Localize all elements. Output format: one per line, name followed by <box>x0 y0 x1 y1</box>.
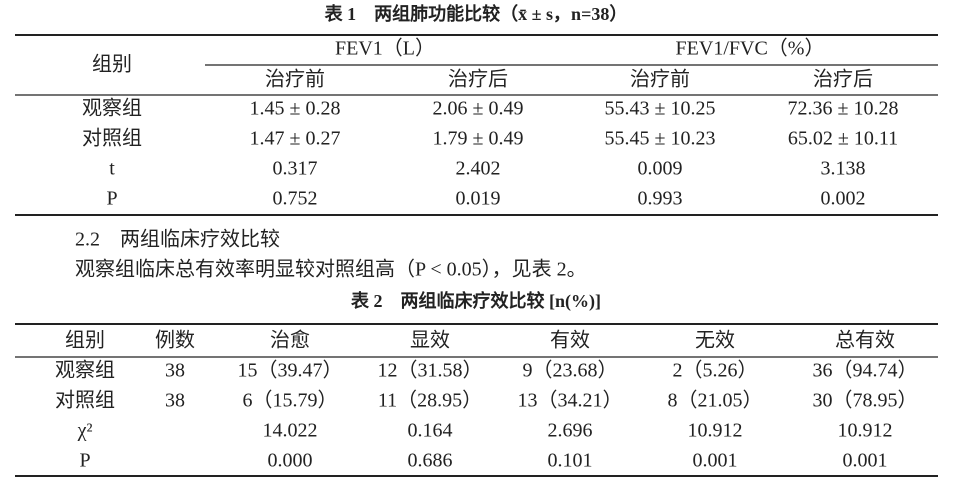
column-header: 组别 <box>65 329 105 352</box>
table-cell: 30（78.95） <box>813 389 918 412</box>
column-header: 显效 <box>410 329 450 352</box>
table-cell: t <box>109 158 115 180</box>
table-cell: 0.001 <box>843 450 888 472</box>
table-cell: 1.45 ± 0.28 <box>250 98 341 120</box>
column-header: 无效 <box>695 329 735 352</box>
table-cell: 0.101 <box>548 450 593 472</box>
table-cell: 0.009 <box>638 158 683 180</box>
table-cell: 0.001 <box>693 450 738 472</box>
table-cell: 观察组 <box>82 97 142 120</box>
table-cell: 13（34.21） <box>518 389 623 412</box>
paragraph: 观察组临床总有效率明显较对照组高（P < 0.05），见表 2。 <box>75 258 587 281</box>
table-cell: 8（21.05） <box>668 389 763 412</box>
table-cell: 对照组 <box>82 127 142 150</box>
table-cell: 0.019 <box>456 188 501 210</box>
table-cell: 1.79 ± 0.49 <box>433 128 524 150</box>
table-cell: 0.686 <box>408 450 453 472</box>
table-cell: 14.022 <box>263 420 318 442</box>
table-cell: 10.912 <box>688 420 743 442</box>
column-header: 总有效 <box>835 329 895 352</box>
table-cell: 55.43 ± 10.25 <box>605 98 716 120</box>
column-header: 治疗前 <box>630 68 690 91</box>
column-header: 治愈 <box>270 329 310 352</box>
table-cell: 38 <box>165 360 185 382</box>
table-caption: 表 1 两组肺功能比较（x̄ ± s，n=38） <box>325 3 628 24</box>
table-cell: χ² <box>77 420 93 442</box>
table-cell: 55.45 ± 10.23 <box>605 128 716 150</box>
table-cell: 12（31.58） <box>378 359 483 382</box>
table-cell: P <box>79 450 90 472</box>
table-cell: 2（5.26） <box>673 359 758 382</box>
table-cell: 65.02 ± 10.11 <box>788 128 898 150</box>
table-cell: 10.912 <box>838 420 893 442</box>
table-cell: 2.06 ± 0.49 <box>433 98 524 120</box>
table-cell: 观察组 <box>55 359 115 382</box>
column-header: 治疗后 <box>448 68 508 91</box>
column-header: 组别 <box>92 53 132 76</box>
table-cell: P <box>106 188 117 210</box>
column-header: 治疗前 <box>265 68 325 91</box>
table-cell: 0.002 <box>821 188 866 210</box>
table-cell: 0.000 <box>268 450 313 472</box>
section-heading: 2.2 两组临床疗效比较 <box>75 228 280 251</box>
table-cell: 11（28.95） <box>378 389 482 412</box>
column-header: 例数 <box>155 329 195 352</box>
column-group: FEV1/FVC（%） <box>676 37 825 60</box>
table-cell: 15（39.47） <box>238 359 343 382</box>
table-cell: 36（94.74） <box>813 359 918 382</box>
table-cell: 对照组 <box>55 389 115 412</box>
table-cell: 1.47 ± 0.27 <box>250 128 341 150</box>
column-group: FEV1（L） <box>335 37 435 60</box>
table-cell: 72.36 ± 10.28 <box>788 98 899 120</box>
table-caption: 表 2 两组临床疗效比较 [n(%)] <box>351 290 601 312</box>
table-cell: 0.752 <box>273 188 318 210</box>
table-cell: 0.164 <box>408 420 453 442</box>
column-header: 治疗后 <box>813 68 873 91</box>
table-cell: 2.402 <box>456 158 501 180</box>
table-cell: 38 <box>165 390 185 412</box>
table-cell: 0.317 <box>273 158 318 180</box>
table-cell: 6（15.79） <box>243 389 338 412</box>
table-cell: 3.138 <box>821 158 866 180</box>
table-cell: 0.993 <box>638 188 683 210</box>
table-cell: 2.696 <box>548 420 593 442</box>
table-cell: 9（23.68） <box>523 359 618 382</box>
column-header: 有效 <box>550 329 590 352</box>
